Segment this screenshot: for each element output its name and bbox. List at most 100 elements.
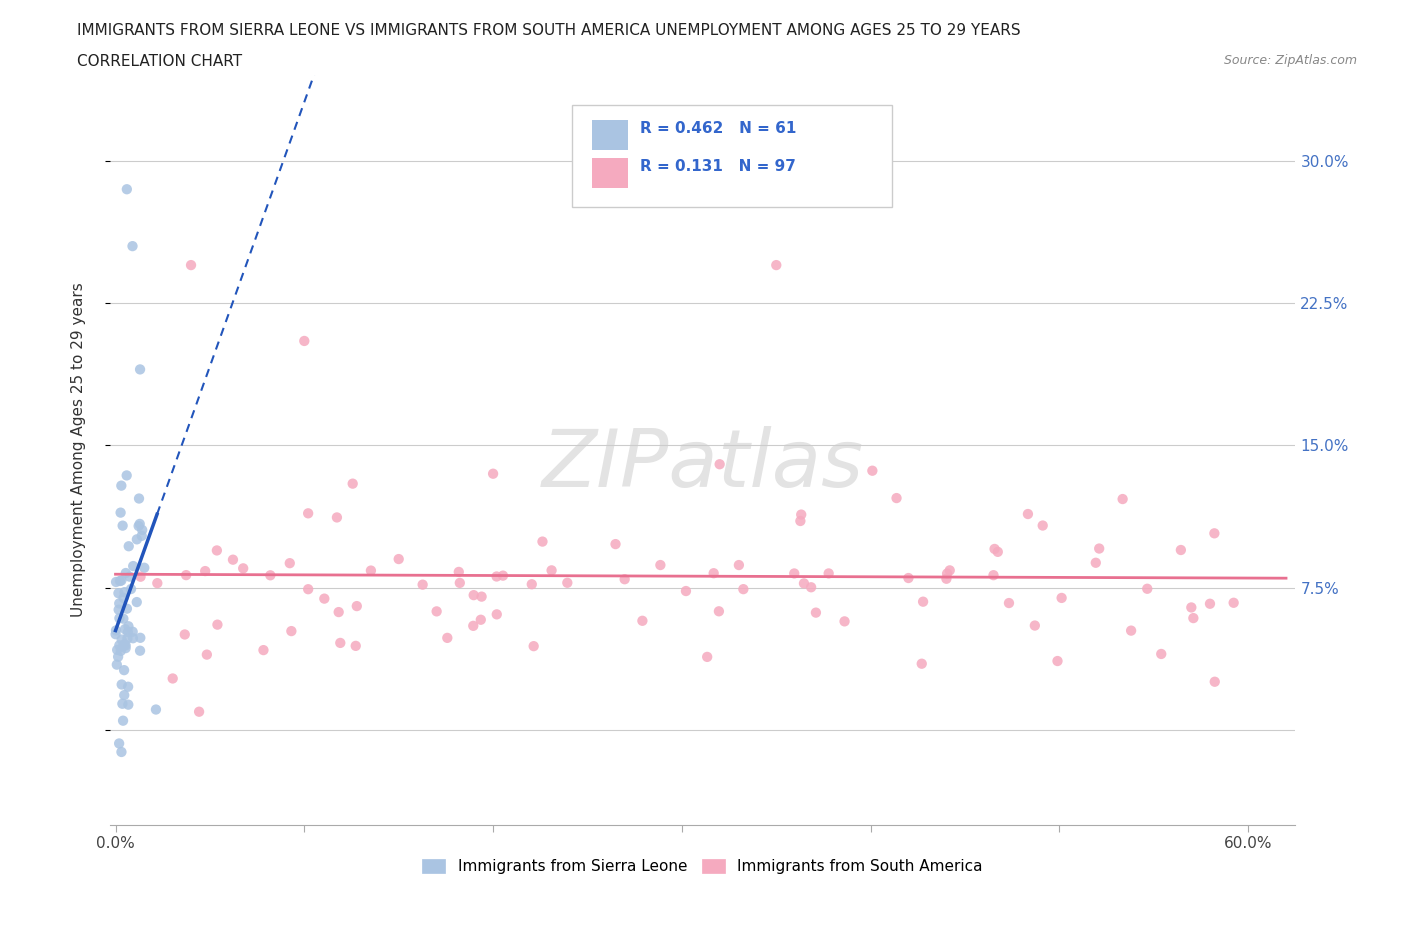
Point — [733, 581, 755, 596]
Point — [728, 558, 751, 573]
Point — [146, 576, 169, 591]
Point — [108, 574, 131, 589]
FancyBboxPatch shape — [592, 158, 628, 188]
Point — [120, 581, 142, 596]
Point — [328, 604, 350, 619]
Text: Source: ZipAtlas.com: Source: ZipAtlas.com — [1223, 54, 1357, 67]
Point — [482, 466, 505, 481]
Point — [278, 556, 301, 571]
Point — [188, 704, 211, 719]
Point — [360, 564, 382, 578]
Text: R = 0.462   N = 61: R = 0.462 N = 61 — [640, 121, 796, 136]
Point — [1046, 654, 1069, 669]
Point — [134, 560, 156, 575]
Point — [232, 561, 254, 576]
Point — [115, 181, 138, 196]
Point — [110, 505, 132, 520]
Point — [1199, 596, 1222, 611]
Point — [1050, 591, 1073, 605]
Point — [696, 649, 718, 664]
Point — [1170, 542, 1192, 557]
Point — [426, 604, 449, 618]
Point — [531, 534, 554, 549]
Text: CORRELATION CHART: CORRELATION CHART — [77, 54, 242, 69]
Point — [115, 601, 138, 616]
Point — [935, 571, 957, 586]
Text: IMMIGRANTS FROM SIERRA LEONE VS IMMIGRANTS FROM SOUTH AMERICA UNEMPLOYMENT AMONG: IMMIGRANTS FROM SIERRA LEONE VS IMMIGRAN… — [77, 23, 1021, 38]
Point — [492, 568, 515, 583]
Point — [222, 552, 245, 567]
Point — [314, 591, 336, 606]
Point — [111, 697, 134, 711]
Point — [110, 745, 132, 760]
Point — [675, 584, 697, 599]
Point — [105, 643, 128, 658]
Point — [205, 543, 228, 558]
Point — [180, 258, 202, 272]
Point — [122, 559, 145, 574]
Point — [329, 635, 352, 650]
Text: ZIPatlas: ZIPatlas — [541, 426, 863, 504]
Text: R = 0.131   N = 97: R = 0.131 N = 97 — [640, 159, 796, 174]
Point — [112, 687, 135, 702]
Point — [471, 590, 494, 604]
Point — [1111, 492, 1133, 507]
Point — [114, 622, 136, 637]
Point — [936, 566, 959, 581]
Point — [631, 614, 654, 629]
Point — [112, 713, 135, 728]
Point — [122, 631, 145, 645]
Point — [707, 604, 730, 618]
Point — [121, 239, 143, 254]
Point — [650, 558, 672, 573]
Point — [108, 596, 131, 611]
Point — [117, 618, 139, 633]
Point — [125, 594, 148, 609]
Point — [112, 611, 135, 626]
Point — [117, 631, 139, 646]
Point — [1032, 518, 1054, 533]
Point — [107, 649, 129, 664]
Point — [114, 585, 136, 600]
Point — [162, 671, 184, 686]
Point — [1024, 618, 1046, 633]
Point — [911, 657, 934, 671]
Point — [107, 603, 129, 618]
Point — [983, 541, 1005, 556]
Point — [1180, 600, 1202, 615]
Point — [1222, 595, 1244, 610]
Point — [1182, 611, 1205, 626]
Point — [104, 627, 127, 642]
Point — [789, 513, 811, 528]
Point — [110, 573, 132, 588]
Point — [105, 658, 128, 672]
Point — [1136, 581, 1159, 596]
Point — [938, 563, 960, 578]
Point — [1119, 623, 1142, 638]
Point — [112, 639, 135, 654]
Point — [1084, 555, 1107, 570]
Y-axis label: Unemployment Among Ages 25 to 29 years: Unemployment Among Ages 25 to 29 years — [72, 283, 86, 618]
Point — [280, 624, 302, 639]
Point — [793, 576, 815, 591]
Point — [703, 565, 725, 580]
Point — [115, 468, 138, 483]
Point — [436, 631, 458, 645]
Point — [1204, 525, 1226, 540]
Point — [118, 538, 141, 553]
Point — [344, 638, 367, 653]
Point — [297, 506, 319, 521]
Point — [765, 258, 787, 272]
Point — [613, 572, 636, 587]
Point — [114, 641, 136, 656]
Point — [983, 567, 1005, 582]
Point — [259, 568, 281, 583]
Point — [783, 566, 806, 581]
Point — [252, 643, 274, 658]
Point — [108, 638, 131, 653]
Point — [860, 463, 883, 478]
Point — [111, 632, 134, 647]
Point — [131, 528, 153, 543]
Point — [1088, 541, 1111, 556]
Point — [129, 569, 152, 584]
